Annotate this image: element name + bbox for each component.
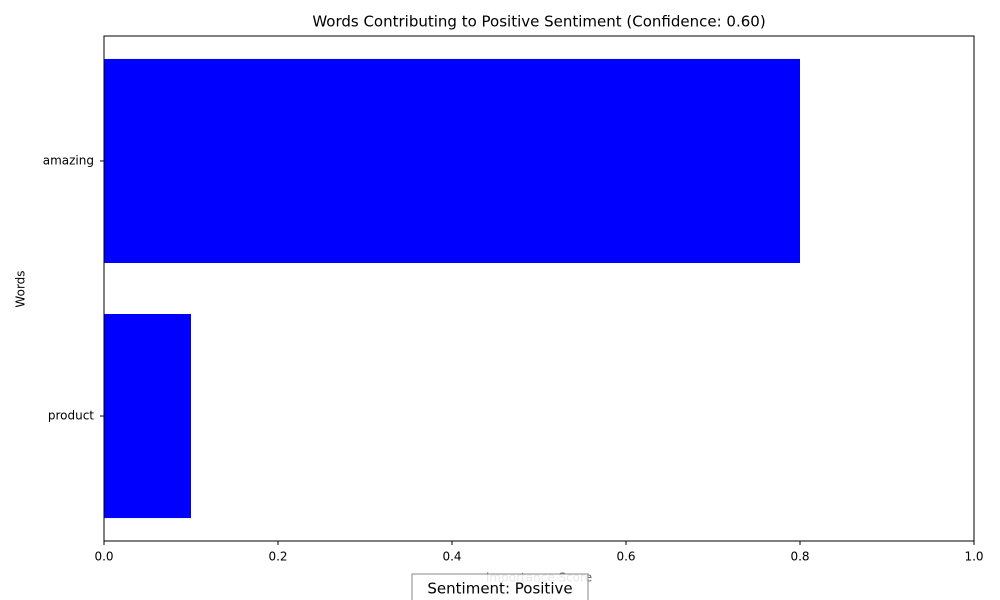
y-tick-label: product [48,409,94,423]
y-axis-label: Words [14,270,28,307]
plot-area: product amazing 0.0 0.2 0.4 0.6 0.8 1.0 [43,35,984,564]
x-tick-label: 1.0 [964,550,983,564]
x-tick-label: 0.4 [442,550,461,564]
x-tick-label: 0.2 [268,550,287,564]
annotation-box [411,573,589,600]
y-tick-label: amazing [43,153,94,167]
bar [104,58,800,263]
x-tick-label: 0.8 [790,550,809,564]
bar [104,314,191,519]
x-tick-label: 0.0 [94,550,113,564]
axes-frame [103,35,975,542]
chart-title: Words Contributing to Positive Sentiment… [312,13,765,31]
annotation: Sentiment: Positive [427,580,572,598]
x-tick-label: 0.6 [616,550,635,564]
